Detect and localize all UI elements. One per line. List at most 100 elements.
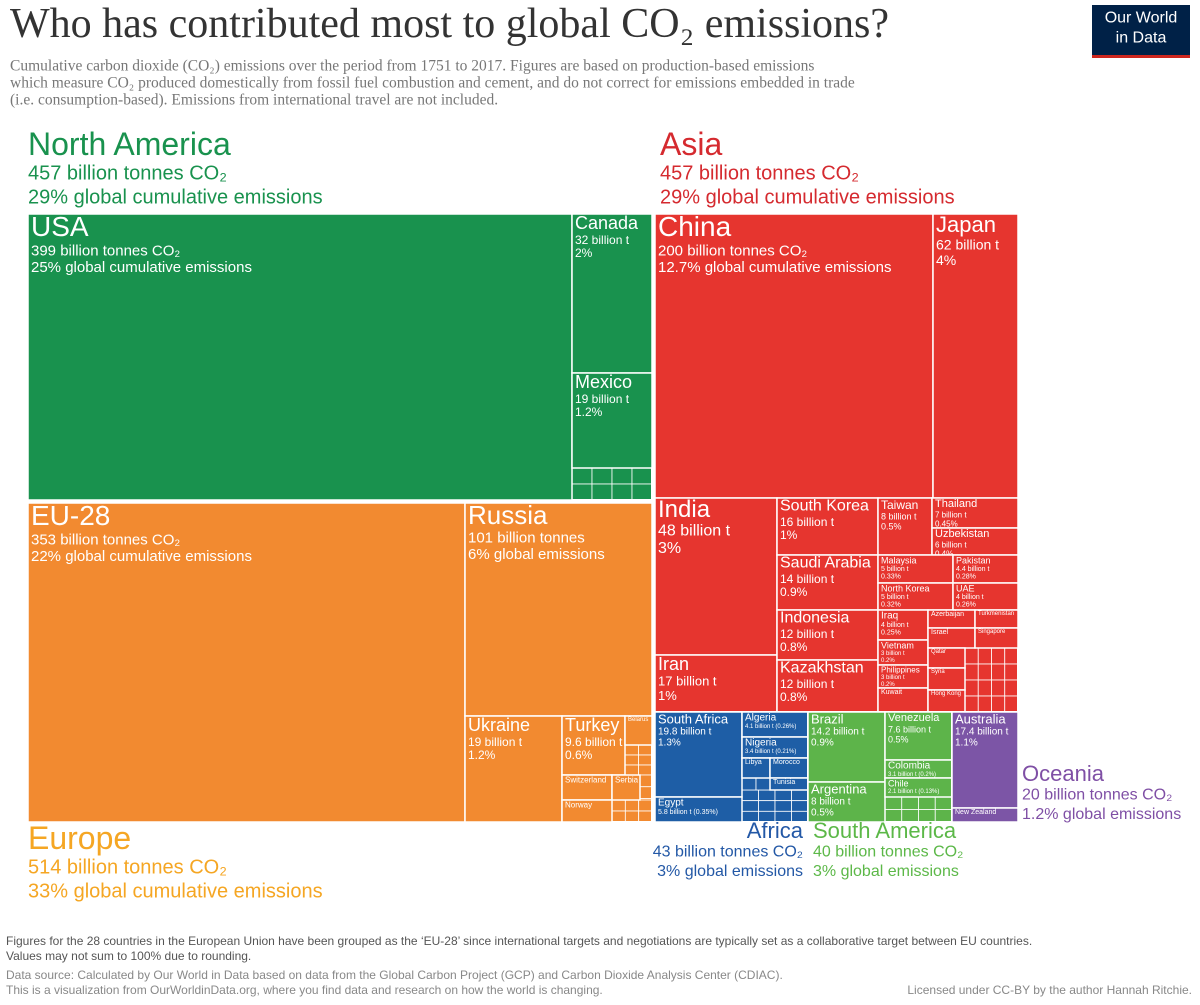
country-name: Egypt [658,797,684,808]
country-box [654,711,743,798]
region-share: 3% global emissions [813,863,959,880]
country-value: 6 billion t [935,541,967,550]
subtitle-line: which measure CO₂ produced domestically … [10,74,855,91]
country-value: 0.5% [811,807,834,818]
country-value: 5.8 billion t (0.35%) [658,809,718,816]
country-value: 14.2 billion t [811,726,865,737]
country-value: 2.1 billion t (0.13%) [888,789,939,795]
footer: Figures for the 28 countries in the Euro… [6,934,1192,997]
small-country-box [611,483,633,501]
country-value: 17.4 billion t [955,726,1009,737]
small-country-box [977,647,992,665]
small-country-box [611,799,626,812]
country-name: Iran [658,654,689,674]
country-name: Thailand [935,498,977,510]
country-name: Vietnam [881,640,914,650]
country-value: 3.1 billion t (0.2%) [888,772,936,778]
country-box [807,781,886,823]
small-country-box [631,467,653,485]
country-name: Serbia [615,776,639,785]
country-name: Qatar [931,649,946,655]
country-name: Saudi Arabia [780,554,871,571]
small-country-box [624,764,639,776]
country-value: 7 billion t [935,511,967,520]
small-country-box [741,777,757,791]
small-country-box [624,810,640,823]
small-country-box [1004,647,1019,665]
country-value: 4% [936,252,956,268]
logo-box [1092,5,1190,58]
small-country-box [571,483,593,501]
country-name: Kazakhstan [780,659,864,676]
footer-source: Data source: Calculated by Our World in … [6,968,783,982]
country-box [951,711,1019,809]
country-value: 0.8% [780,640,808,654]
country-name: Malaysia [881,555,917,565]
country-box [807,711,886,783]
logo-text: Our World [1105,9,1178,26]
small-country-box [741,800,759,812]
country-box [776,497,879,556]
country-name: Brazil [811,712,844,727]
country-box [974,627,1019,649]
country-name: New Zealand [955,809,996,816]
country-value: 1.2% [575,405,603,419]
country-name: Tunisia [773,779,795,786]
country-value: 62 billion t [936,236,999,252]
country-name: India [658,496,711,523]
footer-visualization[interactable]: This is a visualization from OurWorldinD… [6,983,603,997]
country-name: China [658,211,732,242]
country-box [561,774,613,801]
country-box [877,609,929,641]
country-value: 0.26% [956,602,976,609]
country-name: North Korea [881,583,930,593]
small-country-box [639,774,653,788]
country-value: 1% [780,528,798,542]
country-value: 8 billion t [811,796,851,807]
country-value: 32 billion t [575,233,630,247]
small-country-box [631,483,653,501]
country-name: Norway [565,801,592,810]
country-name: Nigeria [745,737,777,748]
country-box [464,502,653,717]
country-value: 0.9% [780,585,808,599]
region-total: 20 billion tonnes CO₂ [1022,786,1172,803]
small-country-box [977,663,992,681]
small-country-box [977,679,992,697]
country-value: 22% global cumulative emissions [31,548,252,565]
small-country-box [624,799,640,812]
small-country-box [901,796,919,810]
country-value: 19 billion t [468,735,523,749]
small-country-box [964,679,979,697]
country-value: 4 billion t [956,594,984,601]
country-value: 200 billion tonnes CO₂ [658,242,807,259]
country-name: Chile [888,778,909,788]
region-name: Africa [747,818,804,843]
small-country-box [591,483,613,501]
country-value: 0.9% [811,737,834,748]
country-name: Japan [936,212,996,237]
country-value: 19 billion t [575,392,630,406]
country-box [571,213,653,374]
country-value: 9.6 billion t [565,735,623,749]
region-share: 29% global cumulative emissions [28,187,323,209]
region-name: North America [28,126,231,162]
country-value: 48 billion t [658,522,731,539]
small-country-box [884,796,903,810]
small-country-box [991,679,1006,697]
country-box [27,502,466,823]
country-box [877,582,954,611]
country-value: 1.3% [658,737,681,748]
country-box [654,796,743,823]
country-name: Azerbaijan [931,611,964,618]
country-box [464,715,563,823]
country-name: Iraq [881,610,898,621]
small-country-box [991,647,1006,665]
country-box [952,554,1019,584]
small-country-box [774,789,792,802]
country-value: 4 billion t [881,622,909,629]
footer-license[interactable]: Licensed under CC-BY by the author Hanna… [907,983,1192,997]
country-box [884,711,953,761]
small-country-box [758,789,776,802]
country-value: 0.2% [881,682,895,688]
